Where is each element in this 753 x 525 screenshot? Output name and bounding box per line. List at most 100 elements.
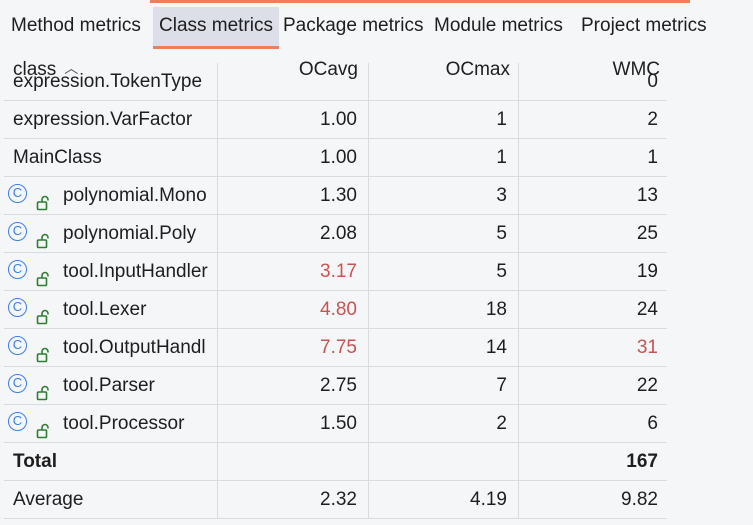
unlocked-icon — [36, 301, 50, 325]
table-row[interactable]: MainClass 1.00 1 1 — [4, 139, 667, 177]
tab-class-metrics[interactable]: Class metrics — [153, 7, 280, 49]
unlocked-icon — [36, 187, 50, 211]
ocavg-cell: 1.00 — [217, 101, 367, 138]
class-c-icon: C — [8, 260, 27, 279]
ocmax-cell — [368, 443, 517, 480]
ocmax-cell: 1 — [368, 139, 517, 176]
class-c-icon: C — [8, 336, 27, 355]
ocavg-cell: 1.50 — [217, 405, 367, 442]
tab-module-metrics[interactable]: Module metrics — [434, 15, 563, 36]
class-name-label: expression.VarFactor — [13, 109, 193, 130]
class-name-cell: Average — [4, 481, 216, 518]
ocmax-cell: 1 — [368, 101, 517, 138]
ocavg-cell: 1.30 — [217, 177, 367, 214]
wmc-cell: 9.82 — [518, 481, 667, 518]
class-metrics-table: class ︿ OCavg OCmax WMC expression.TokenT… — [4, 55, 668, 525]
column-header-ocavg[interactable]: OCavg — [298, 59, 358, 80]
metrics-tab-bar: Method metrics Class metrics Package met… — [0, 0, 753, 50]
class-name-label: MainClass — [13, 147, 102, 168]
unlocked-icon — [36, 339, 50, 363]
class-c-icon: C — [8, 374, 27, 393]
unlocked-icon — [36, 377, 50, 401]
class-name-cell: Total — [4, 443, 216, 480]
ocavg-cell: 2.32 — [217, 481, 367, 518]
class-name-label: polynomial.Poly — [63, 223, 197, 244]
unlocked-icon — [36, 225, 50, 249]
column-header-ocmax[interactable]: OCmax — [445, 59, 510, 80]
ocavg-cell: 4.80 — [217, 291, 367, 328]
table-row[interactable]: expression.VarFactor 1.00 1 2 — [4, 101, 667, 139]
class-name-cell: expression.VarFactor — [4, 101, 216, 138]
ocmax-cell: 18 — [368, 291, 517, 328]
ocmax-cell: 5 — [368, 253, 517, 290]
class-name-label: tool.OutputHandl — [63, 337, 206, 358]
column-header-class[interactable]: class ︿ — [13, 55, 78, 85]
class-name-label: tool.Parser — [63, 375, 155, 396]
class-name-cell: expression.TokenType — [4, 63, 216, 100]
chevron-up-icon[interactable]: ︿ — [64, 60, 79, 76]
ocmax-cell — [368, 63, 517, 100]
average-row[interactable]: Average 2.32 4.19 9.82 — [4, 481, 667, 519]
ocmax-cell: 4.19 — [368, 481, 517, 518]
class-name-label: tool.InputHandler — [63, 261, 208, 282]
wmc-cell: 13 — [518, 177, 667, 214]
class-c-icon: C — [8, 222, 27, 241]
ocmax-cell: 5 — [368, 215, 517, 252]
class-name-label: Average — [13, 489, 84, 510]
ocavg-cell: 3.17 — [217, 253, 367, 290]
total-row[interactable]: Total 167 — [4, 443, 667, 481]
empty-panel-area — [668, 50, 753, 525]
column-header-label: class — [13, 59, 57, 80]
wmc-cell: 6 — [518, 405, 667, 442]
wmc-cell: 167 — [518, 443, 667, 480]
class-name-label: tool.Processor — [63, 413, 185, 434]
class-name-label: polynomial.Mono — [63, 185, 207, 206]
ocavg-cell: 7.75 — [217, 329, 367, 366]
wmc-cell: 1 — [518, 139, 667, 176]
tab-method-metrics[interactable]: Method metrics — [11, 15, 141, 36]
ocmax-cell: 2 — [368, 405, 517, 442]
ocavg-cell: 2.08 — [217, 215, 367, 252]
class-c-icon: C — [8, 184, 27, 203]
ocavg-cell — [217, 63, 367, 100]
wmc-cell: 31 — [518, 329, 667, 366]
ocmax-cell: 14 — [368, 329, 517, 366]
class-c-icon: C — [8, 298, 27, 317]
table-header: class ︿ OCavg OCmax WMC — [4, 55, 668, 85]
class-name-cell: MainClass — [4, 139, 216, 176]
wmc-cell: 24 — [518, 291, 667, 328]
class-name-label: tool.Lexer — [63, 299, 147, 320]
ocmax-cell: 7 — [368, 367, 517, 404]
wmc-cell: 2 — [518, 101, 667, 138]
class-name-label: Total — [13, 451, 57, 472]
column-header-wmc[interactable]: WMC — [612, 59, 660, 80]
ocavg-cell — [217, 443, 367, 480]
class-name-label: expression.TokenType — [13, 71, 203, 92]
tab-package-metrics[interactable]: Package metrics — [283, 15, 424, 36]
ocavg-cell: 2.75 — [217, 367, 367, 404]
table-row[interactable]: expression.TokenType 0 — [4, 63, 667, 101]
wmc-cell: 25 — [518, 215, 667, 252]
wmc-cell: 22 — [518, 367, 667, 404]
ocmax-cell: 3 — [368, 177, 517, 214]
unlocked-icon — [36, 263, 50, 287]
tab-project-metrics[interactable]: Project metrics — [581, 15, 707, 36]
tab-accent-line — [150, 0, 690, 3]
class-c-icon: C — [8, 412, 27, 431]
wmc-cell: 19 — [518, 253, 667, 290]
ocavg-cell: 1.00 — [217, 139, 367, 176]
